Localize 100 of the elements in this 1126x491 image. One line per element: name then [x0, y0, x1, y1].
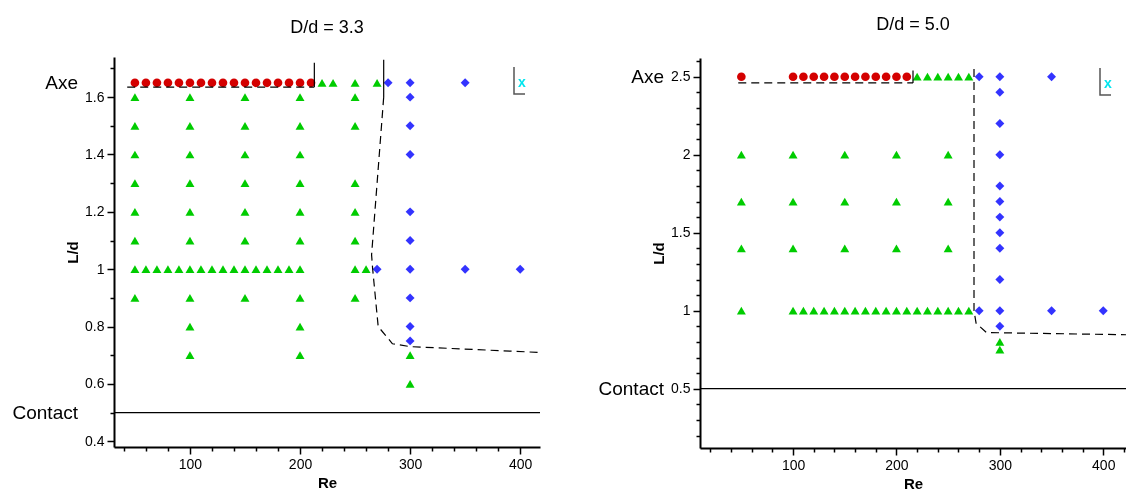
- ref-line-label: Contact: [598, 377, 665, 399]
- text: Axe: [631, 65, 664, 87]
- point: [196, 78, 206, 88]
- x-tick-label: 300: [398, 455, 423, 472]
- point: [840, 306, 850, 315]
- y-tick-label: 1.6: [85, 88, 105, 105]
- point: [891, 306, 901, 315]
- x-tick-label: 400: [1092, 456, 1116, 473]
- point: [964, 306, 974, 315]
- point: [861, 72, 870, 82]
- point: [515, 264, 525, 274]
- point: [850, 72, 860, 82]
- point: [995, 119, 1005, 128]
- point: [251, 78, 261, 88]
- point: [891, 197, 901, 206]
- point: [943, 72, 953, 81]
- point: [405, 236, 415, 245]
- y-axis-title: L/d: [64, 241, 82, 264]
- y-tick-label: 0.6: [85, 375, 105, 392]
- point: [943, 306, 953, 315]
- point: [840, 150, 850, 159]
- point: [912, 72, 922, 81]
- point: [460, 78, 470, 88]
- point: [383, 78, 393, 88]
- annotation: x: [518, 74, 526, 90]
- point: [736, 150, 746, 159]
- point: [240, 78, 250, 88]
- point: [840, 244, 850, 253]
- point: [737, 72, 746, 82]
- point: [405, 92, 415, 102]
- point: [830, 72, 839, 82]
- y-tick-label: 1.5: [671, 224, 691, 241]
- x-axis-title: Re: [317, 473, 338, 491]
- point: [788, 306, 798, 315]
- point: [892, 72, 901, 82]
- point: [405, 150, 415, 159]
- point: [273, 78, 283, 88]
- x-tick-label: 200: [885, 456, 909, 473]
- point: [174, 78, 184, 88]
- point: [372, 264, 382, 274]
- x-tick-label: 100: [781, 456, 806, 473]
- point: [819, 72, 829, 82]
- y-tick-label: 2: [682, 146, 691, 163]
- point: [736, 244, 746, 253]
- point: [995, 212, 1005, 222]
- point: [405, 336, 415, 346]
- point: [943, 150, 953, 159]
- point: [964, 72, 974, 81]
- text: Axe: [45, 71, 78, 93]
- point: [788, 244, 798, 253]
- point: [933, 72, 943, 81]
- point: [974, 72, 984, 82]
- y-tick-label: 0.5: [671, 380, 691, 397]
- point: [891, 150, 901, 159]
- point: [405, 207, 415, 217]
- point: [405, 121, 415, 131]
- point: [460, 264, 470, 274]
- point: [995, 275, 1005, 284]
- point: [798, 306, 808, 315]
- point: [819, 306, 829, 315]
- point: [405, 264, 415, 274]
- point: [809, 306, 819, 315]
- y-tick-label: 1.2: [85, 203, 105, 220]
- point: [954, 72, 963, 81]
- point: [405, 293, 415, 303]
- chart-title: D/d = 5.0: [876, 14, 950, 35]
- point: [995, 150, 1005, 160]
- point: [923, 72, 932, 81]
- point: [860, 306, 870, 315]
- point: [943, 197, 953, 206]
- x-axis-title: Re: [903, 474, 924, 491]
- y-axis-title: L/d: [650, 242, 668, 265]
- point: [405, 322, 415, 332]
- x-tick-label: 400: [509, 455, 533, 472]
- point: [995, 338, 1005, 346]
- y-tick-label: 1.4: [85, 146, 105, 162]
- point: [829, 306, 839, 315]
- y-tick-label: 1: [682, 302, 691, 319]
- point: [405, 78, 415, 88]
- point: [891, 244, 901, 253]
- y-tick-label: 0.8: [85, 318, 105, 335]
- point: [912, 306, 922, 315]
- x-tick-label: 300: [988, 456, 1013, 473]
- point: [262, 78, 272, 88]
- point: [130, 78, 140, 88]
- point: [995, 345, 1005, 354]
- point: [871, 306, 881, 315]
- point: [933, 306, 943, 315]
- y-tick-label: 0.4: [85, 432, 105, 449]
- x-tick-label: 200: [288, 455, 313, 472]
- point: [850, 306, 860, 315]
- chart-title: D/d = 3.3: [290, 17, 364, 37]
- point: [995, 181, 1005, 191]
- point: [974, 306, 984, 316]
- point: [995, 197, 1005, 206]
- point: [902, 72, 912, 82]
- point: [995, 321, 1005, 331]
- point: [1047, 72, 1057, 82]
- point: [923, 306, 932, 315]
- point: [995, 228, 1005, 238]
